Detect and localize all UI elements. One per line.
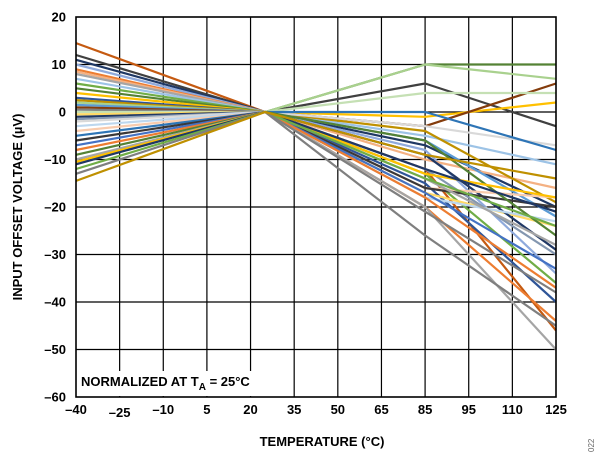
y-tick-label: –30 [44, 247, 66, 262]
x-tick-label: 20 [243, 402, 257, 417]
y-tick-label: –10 [44, 152, 66, 167]
series-line-14 [75, 63, 557, 114]
x-tick-label: 95 [461, 402, 475, 417]
series-lines [75, 42, 557, 351]
note-text-tail: = 25°C [206, 374, 250, 389]
y-tick-label: 0 [59, 105, 66, 120]
series-line-8 [75, 77, 557, 166]
x-tick-label: 125 [545, 402, 567, 417]
series-line-34 [75, 110, 557, 294]
series-line-6 [75, 70, 557, 190]
x-tick-label: 50 [331, 402, 345, 417]
y-axis-tick-labels: –60 –50 –40 –30 –20 –10 0 10 20 [44, 10, 66, 405]
note-text-main: NORMALIZED AT T [81, 374, 199, 389]
figure-id: 022 [587, 438, 596, 452]
x-tick-label: 65 [374, 402, 388, 417]
normalization-note: NORMALIZED AT TA = 25°C [77, 371, 255, 396]
plot-frame [75, 16, 557, 398]
plot-border [75, 16, 557, 398]
x-tick-label: 5 [203, 402, 210, 417]
y-tick-label: –40 [44, 295, 66, 310]
series-line-18 [76, 91, 556, 114]
x-axis-tick-labels: –40 –25 –10 5 20 35 50 65 85 95 110 125 [65, 402, 567, 420]
series-line-26 [75, 110, 557, 209]
series-line-32 [75, 110, 557, 213]
series-line-35 [75, 110, 557, 182]
series-line-17 [75, 108, 557, 327]
x-tick-label: 110 [502, 402, 523, 417]
y-tick-label: –50 [44, 342, 66, 357]
series-line-11 [75, 91, 557, 118]
y-tick-label: 10 [52, 57, 66, 72]
series-line-7 [75, 72, 557, 351]
x-axis-title: TEMPERATURE (°C) [260, 434, 385, 449]
series-line-22 [75, 110, 557, 147]
series-line-3 [75, 58, 557, 208]
x-tick-label: –25 [109, 405, 131, 420]
note-background [77, 371, 255, 396]
y-tick-label: –60 [44, 390, 66, 405]
x-tick-label: 85 [418, 402, 432, 417]
x-tick-label: –40 [65, 402, 87, 417]
note-subscript: A [199, 382, 206, 393]
series-line-25 [75, 110, 557, 152]
note-text: NORMALIZED AT TA = 25°C [81, 374, 250, 393]
series-line-29 [75, 110, 557, 237]
x-tick-label: –10 [152, 402, 174, 417]
x-tick-label: 35 [287, 402, 301, 417]
series-line-28 [75, 110, 557, 289]
series-line-33 [75, 110, 557, 228]
y-axis-title: INPUT OFFSET VOLTAGE (µV) [10, 114, 25, 301]
series-line-31 [75, 110, 557, 199]
y-tick-label: –20 [44, 200, 66, 215]
series-line-27 [75, 110, 557, 270]
y-tick-label: 20 [52, 10, 66, 25]
